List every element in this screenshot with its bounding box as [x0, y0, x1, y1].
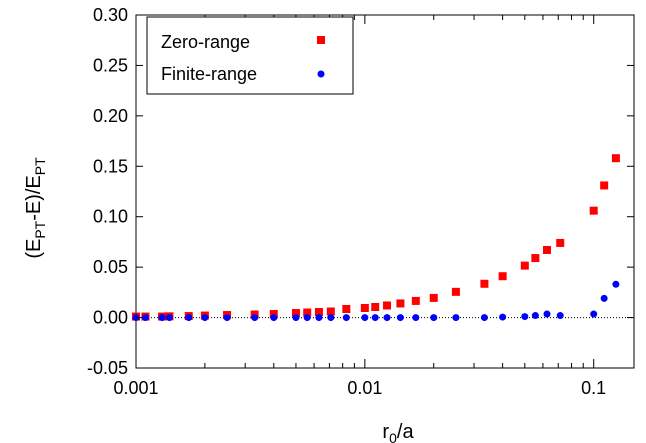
data-point-square: [371, 302, 380, 311]
y-tick-label: 0.00: [93, 308, 128, 328]
data-point-circle: [185, 314, 193, 322]
y-tick-label: 0.30: [93, 5, 128, 25]
data-point-square: [342, 304, 351, 313]
data-point-circle: [361, 314, 369, 322]
data-point-square: [498, 272, 507, 281]
data-point-circle: [303, 314, 311, 322]
data-point-circle: [521, 313, 529, 321]
data-point-circle: [327, 314, 335, 322]
data-point-square: [303, 308, 312, 317]
data-point-square: [314, 308, 323, 317]
y-axis-label: (EPT-E)/EPT: [23, 157, 48, 259]
data-point-square: [556, 238, 565, 247]
data-point-square: [611, 154, 620, 163]
data-point-circle: [292, 314, 300, 322]
legend-box: [146, 16, 354, 95]
data-point-circle: [499, 313, 507, 321]
y-tick-label: -0.05: [87, 358, 128, 378]
axis-ticks: -0.05 0.00 0.05 0.10 0.15 0.20 0.25 0.30 0.001 0.…: [87, 5, 634, 398]
data-point-circle: [543, 310, 551, 318]
data-point-circle: [556, 312, 564, 320]
data-point-square: [600, 181, 609, 190]
data-point-circle: [531, 312, 539, 320]
data-point-square: [396, 299, 405, 308]
y-tick-label: 0.25: [93, 55, 128, 75]
x-tick-label: 0.01: [347, 378, 382, 398]
data-point-square: [291, 309, 300, 318]
data-point-square: [383, 301, 392, 310]
data-series: [132, 154, 620, 322]
data-point-circle: [342, 314, 350, 322]
data-point-square: [520, 261, 529, 270]
series-1: [132, 280, 620, 322]
data-point-circle: [383, 314, 391, 322]
legend-label-zero-range: Zero-range: [161, 32, 250, 52]
data-point-circle: [165, 314, 173, 322]
data-point-circle: [452, 314, 460, 322]
data-point-square: [480, 279, 489, 288]
y-tick-label: 0.20: [93, 106, 128, 126]
legend-marker-finite-range: [317, 70, 325, 78]
x-tick-label: 0.001: [113, 378, 158, 398]
y-tick-label: 0.15: [93, 156, 128, 176]
data-point-square: [326, 307, 335, 316]
data-point-circle: [223, 314, 231, 322]
data-point-circle: [315, 314, 323, 322]
data-point-circle: [412, 314, 420, 322]
data-point-circle: [396, 314, 404, 322]
data-point-circle: [590, 310, 598, 318]
data-point-square: [360, 303, 369, 312]
plot-frame: [135, 14, 635, 369]
data-point-square: [269, 310, 278, 319]
series-0: [132, 154, 620, 321]
data-point-circle: [600, 294, 608, 302]
data-point-circle: [141, 314, 149, 322]
data-point-square: [531, 254, 540, 263]
plot-area: [135, 14, 635, 369]
data-point-circle: [270, 314, 278, 322]
legend: Zero-range Finite-range: [146, 16, 354, 95]
data-point-square: [542, 245, 551, 254]
y-tick-label: 0.05: [93, 257, 128, 277]
data-point-circle: [480, 314, 488, 322]
x-axis-label: r0/a: [382, 421, 414, 443]
data-point-square: [411, 296, 420, 305]
data-point-circle: [201, 314, 209, 322]
data-point-square: [589, 206, 598, 215]
data-point-square: [451, 287, 460, 296]
data-point-circle: [158, 314, 166, 322]
x-tick-label: 0.1: [581, 378, 606, 398]
data-point-circle: [612, 280, 620, 288]
data-point-circle: [371, 314, 379, 322]
data-point-circle: [251, 314, 259, 322]
legend-label-finite-range: Finite-range: [161, 64, 257, 84]
legend-marker-zero-range: [317, 36, 325, 44]
data-point-square: [429, 293, 438, 302]
y-tick-label: 0.10: [93, 207, 128, 227]
data-point-circle: [430, 314, 438, 322]
